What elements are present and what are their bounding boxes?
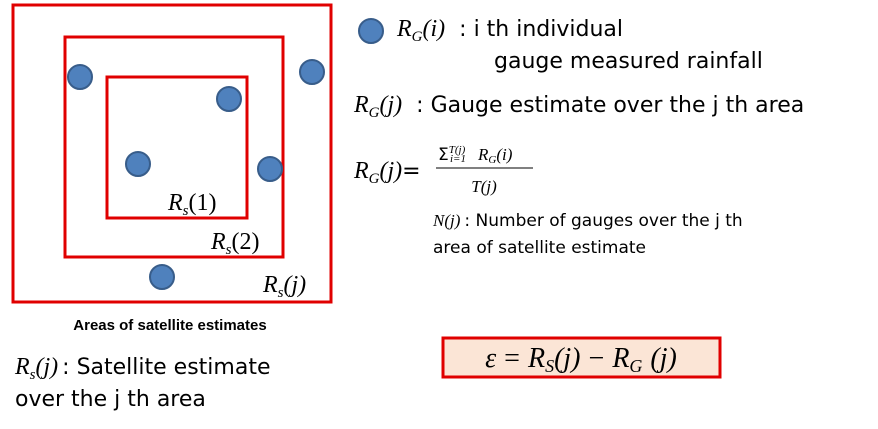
argument: (1) bbox=[189, 190, 217, 216]
outer-area bbox=[11, 3, 333, 304]
symbol: R bbox=[353, 92, 369, 118]
subscript: s bbox=[183, 203, 189, 219]
subscript: S bbox=[545, 356, 554, 376]
definition-text: gauge measured rainfall bbox=[494, 49, 763, 74]
gauge-dot bbox=[67, 64, 93, 90]
argument: (j) bbox=[36, 354, 59, 380]
count-definition: N(j): Number of gauges over the j th bbox=[432, 211, 743, 231]
error-box bbox=[441, 336, 722, 379]
equals: = bbox=[402, 159, 420, 184]
symbol: R bbox=[167, 190, 183, 216]
epsilon: ε bbox=[485, 343, 496, 374]
minus: − bbox=[589, 343, 605, 374]
gauge-dot bbox=[216, 86, 242, 112]
area-label: Rs(j) bbox=[262, 272, 306, 301]
symbol: R bbox=[353, 158, 369, 184]
gauge-dot bbox=[149, 264, 175, 290]
area-label: Rs(2) bbox=[210, 229, 260, 258]
sum-lower: i=1 bbox=[450, 153, 466, 165]
formula-numerator: ΣT(j) bbox=[438, 144, 466, 165]
sum-sign: Σ bbox=[438, 145, 449, 165]
argument: (j) bbox=[380, 92, 403, 118]
symbol: R bbox=[210, 229, 226, 255]
definition-text: over the j th area bbox=[15, 387, 206, 412]
subscript: G bbox=[369, 171, 380, 187]
definition-text: : Gauge estimate over the j th area bbox=[416, 93, 804, 118]
subscript: s bbox=[278, 285, 284, 301]
subscript: G bbox=[488, 154, 496, 166]
formula-lhs: RG(j)= bbox=[353, 158, 421, 187]
argument: (j) bbox=[380, 158, 403, 184]
symbol: R bbox=[396, 16, 412, 42]
subscript: G bbox=[629, 356, 642, 376]
middle-area bbox=[63, 35, 285, 259]
argument: (j) bbox=[650, 343, 676, 374]
subscript: G bbox=[412, 29, 423, 45]
gauge-area: RG(j) : Gauge estimate over the j th area bbox=[353, 92, 804, 121]
sum-upper: T(j) bbox=[449, 144, 466, 156]
definition-text: : Satellite estimate bbox=[62, 355, 270, 380]
gauge-individual: RG(i) : i th individual bbox=[396, 16, 623, 45]
equals: = bbox=[504, 343, 520, 374]
subscript: G bbox=[369, 105, 380, 121]
inner-area bbox=[105, 75, 249, 220]
argument: (2) bbox=[232, 229, 260, 255]
sum-term: RG(i) bbox=[477, 145, 513, 166]
definition-text: : Number of gauges over the j th bbox=[464, 211, 742, 231]
caption: Areas of satellite estimates bbox=[73, 317, 266, 334]
subscript: s bbox=[30, 367, 36, 383]
subscript: s bbox=[226, 242, 232, 258]
error-formula: ε = RS(j) − RG (j) bbox=[485, 343, 677, 376]
symbol: N(j) bbox=[432, 211, 461, 230]
satellite-definition: Rs(j): Satellite estimate bbox=[14, 354, 270, 383]
symbol: R bbox=[477, 145, 489, 164]
formula-denominator: T(j) bbox=[471, 177, 497, 196]
gauge-dot bbox=[257, 156, 283, 182]
symbol: R bbox=[262, 272, 278, 298]
definition-text: : i th individual bbox=[459, 17, 623, 42]
argument: (j) bbox=[554, 343, 580, 374]
symbol: R bbox=[611, 343, 629, 374]
gauge-dot bbox=[125, 151, 151, 177]
symbol: R bbox=[14, 354, 30, 380]
gauge-dot bbox=[299, 59, 325, 85]
argument: (j) bbox=[284, 272, 307, 298]
argument: (i) bbox=[423, 16, 446, 42]
symbol: R bbox=[527, 343, 545, 374]
definition-text: area of satellite estimate bbox=[433, 238, 646, 258]
gauge-dot bbox=[358, 18, 384, 44]
area-label: Rs(1) bbox=[167, 190, 217, 219]
argument: (i) bbox=[496, 145, 512, 164]
